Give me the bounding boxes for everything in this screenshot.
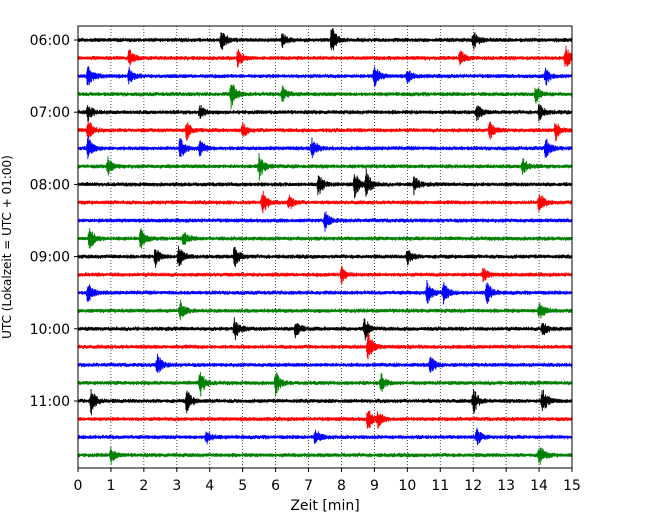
x-tick-label: 5: [238, 478, 247, 494]
y-tick-label: 07:00: [30, 105, 70, 121]
x-tick-label: 1: [106, 478, 115, 494]
x-tick-label: 2: [139, 478, 148, 494]
x-tick-label: 12: [464, 478, 482, 494]
x-tick-label: 13: [497, 478, 515, 494]
y-tick-label: 10:00: [30, 322, 70, 338]
seismic-trace: [77, 65, 573, 87]
x-tick-label: 4: [205, 478, 214, 494]
x-tick-label: 8: [337, 478, 346, 494]
seismic-trace: [77, 299, 573, 321]
seismic-trace: [77, 84, 573, 110]
seismic-trace: [77, 279, 573, 305]
y-axis-label: UTC (Lokalzeit = UTC + 01:00): [0, 155, 14, 339]
x-tick-label: 3: [172, 478, 181, 494]
y-tick-label: 08:00: [30, 177, 70, 193]
seismic-trace: [77, 153, 573, 181]
x-tick-label: 14: [530, 478, 548, 494]
seismic-trace: [77, 245, 573, 268]
seismic-trace: [77, 389, 573, 416]
seismic-trace: [77, 332, 573, 360]
y-tick-label: 09:00: [30, 250, 70, 266]
x-tick-label: 11: [431, 478, 449, 494]
seismic-trace: [77, 211, 573, 232]
x-tick-label: 15: [563, 478, 581, 494]
y-axis: 06:00 07:00 08:00 09:00 10:00 11:00: [30, 33, 78, 410]
x-tick-label: 0: [74, 478, 83, 494]
seismic-trace: [77, 317, 573, 341]
seismic-trace: [77, 228, 573, 249]
seismic-trace: [77, 45, 573, 68]
seismic-trace: [77, 265, 573, 285]
y-tick-label: 06:00: [30, 33, 70, 49]
seismic-trace: [77, 410, 573, 429]
seismic-trace: [77, 353, 573, 373]
x-tick-label: 7: [304, 478, 313, 494]
seismic-trace: [77, 168, 573, 199]
plot-frame: [77, 25, 573, 469]
seismic-trace: [77, 427, 573, 446]
seismic-trace: [77, 103, 573, 123]
x-tick-label: 10: [398, 478, 416, 494]
seismic-trace: [77, 136, 573, 160]
seismic-trace: [77, 446, 573, 465]
x-tick-label: 9: [370, 478, 379, 494]
x-axis-label: Zeit [min]: [290, 498, 359, 514]
seismic-trace: [77, 120, 573, 142]
y-tick-label: 11:00: [30, 394, 70, 410]
seismic-trace: [77, 190, 573, 214]
trace-group: [77, 28, 573, 465]
seismic-trace: [77, 28, 573, 51]
seismic-trace: [77, 372, 573, 397]
x-tick-label: 6: [271, 478, 280, 494]
x-axis: 0 1 2 3 4 5 6 7 8 9 10 11 12 13 14 15: [74, 468, 581, 494]
